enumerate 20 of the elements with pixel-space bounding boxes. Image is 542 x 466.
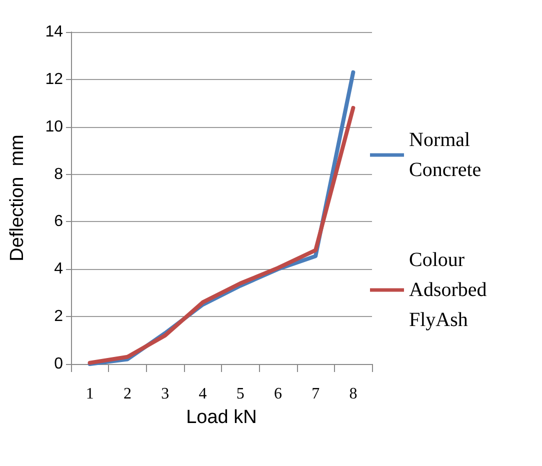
x-tick-label: 4 <box>198 386 207 402</box>
y-axis-title: Deflection mm <box>7 134 28 262</box>
y-tick-label: 14 <box>45 24 64 40</box>
x-tick-label: 6 <box>274 386 282 402</box>
x-tick-label: 2 <box>123 386 132 402</box>
y-tick-label: 2 <box>54 308 64 326</box>
y-tick-label: 10 <box>45 118 64 136</box>
y-tick-label: 4 <box>54 260 64 278</box>
y-tick-label: 8 <box>54 166 64 183</box>
x-tick-label: 5 <box>236 386 244 402</box>
legend-label: Colour Adsorbed FlyAsh <box>409 249 492 331</box>
legend-label: Normal Concrete <box>409 129 482 181</box>
y-tick-label: 0 <box>54 356 64 372</box>
x-tick-label: 1 <box>86 386 94 402</box>
y-tick-label: 12 <box>45 70 64 88</box>
x-tick-label: 7 <box>312 386 320 402</box>
x-tick-label: 3 <box>161 386 170 402</box>
y-tick-label: 6 <box>54 213 64 230</box>
x-axis-title: Load kN <box>186 407 257 428</box>
x-tick-label: 8 <box>349 386 358 402</box>
